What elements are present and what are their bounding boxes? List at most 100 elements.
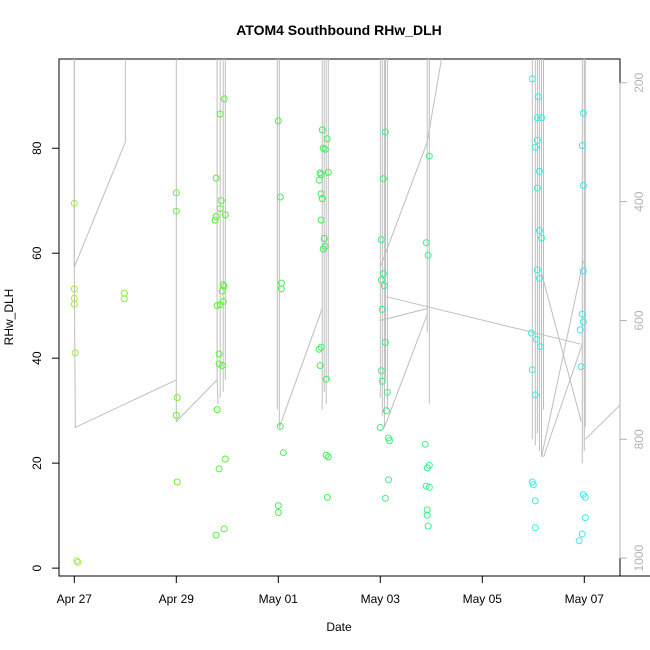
data-point [70,199,78,207]
data-point [172,411,180,419]
data-point [173,394,181,401]
data-point [316,362,324,369]
data-point [219,298,227,305]
x-tick-label: Apr 27 [57,592,93,606]
data-point [534,93,542,101]
data-point [579,182,587,189]
data-point [213,302,221,310]
data-point [378,377,386,385]
pressure-profile-segment [541,272,582,422]
data-point [212,174,220,182]
data-point [220,282,228,290]
data-point [120,295,128,303]
pressure-profile-segment [584,404,620,440]
data-point [213,406,221,414]
data-point [279,449,287,457]
data-point [173,478,181,486]
data-point [533,184,541,192]
data-point [379,270,387,278]
data-point [315,345,323,353]
data-point [172,207,180,215]
data-point [383,388,391,396]
data-point [538,234,545,242]
data-point [316,169,324,177]
pressure-profile-lines [73,59,620,464]
data-point [377,367,385,375]
y2-tick-label: 400 [632,191,646,211]
data-point [320,235,328,242]
x-tick-label: May 03 [361,592,401,606]
pressure-profile-segment [73,59,126,268]
y-tick-label: 20 [30,456,44,470]
data-point [378,305,386,313]
y-tick-label: 60 [30,246,44,260]
data-point [216,110,224,118]
data-point [577,363,585,371]
data-point [382,407,390,415]
data-point [212,531,220,539]
data-point [71,349,79,357]
data-point [73,557,81,565]
data-points [70,75,589,566]
data-point [528,75,536,83]
data-point [423,464,431,472]
data-point [321,145,329,153]
data-point [322,451,330,459]
data-point [386,437,393,445]
data-point [535,167,543,175]
pressure-profile-segment [541,59,584,458]
data-point [74,558,82,566]
x-axis-label: Date [326,620,352,634]
data-point [215,350,223,358]
data-point [221,211,229,219]
data-point [317,190,325,198]
data-point [536,343,544,351]
data-point [218,287,226,295]
data-point [576,326,584,334]
data-point [531,143,539,151]
data-point [379,175,387,183]
data-point [575,537,583,545]
pressure-profile-segment [175,59,218,423]
data-point [211,216,219,224]
data-point [578,142,586,150]
data-point [323,493,331,501]
data-point [531,524,539,532]
data-point [535,274,543,282]
data-point [381,494,389,502]
data-point [538,114,545,122]
data-point [70,300,78,308]
data-point [274,502,282,510]
y2-tick-label: 200 [632,72,646,92]
data-point [172,189,180,197]
data-point [424,251,432,259]
data-point [276,193,284,201]
data-point [212,213,220,220]
data-point [317,216,325,224]
data-point [319,245,327,253]
data-point [531,391,539,399]
data-point [385,476,392,484]
x-tick-label: May 05 [463,592,503,606]
data-point [324,453,332,461]
data-point [381,128,389,136]
data-point [581,514,589,522]
data-point [422,482,430,490]
chart-title: ATOM4 Southbound RHw_DLH [236,22,442,38]
data-point [377,276,385,284]
data-point [324,168,332,176]
data-point [533,266,541,274]
y2-tick-label: 800 [632,429,646,449]
data-point [535,227,543,235]
data-point [220,95,228,103]
y-tick-label: 80 [30,141,44,155]
pressure-profile-segment [386,296,582,345]
data-point [533,136,541,144]
data-point [317,343,325,351]
y-axis-label: RHw_DLH [2,289,16,346]
data-point [376,424,384,431]
data-point [318,195,326,203]
data-point [315,176,323,184]
data-point [215,465,223,473]
